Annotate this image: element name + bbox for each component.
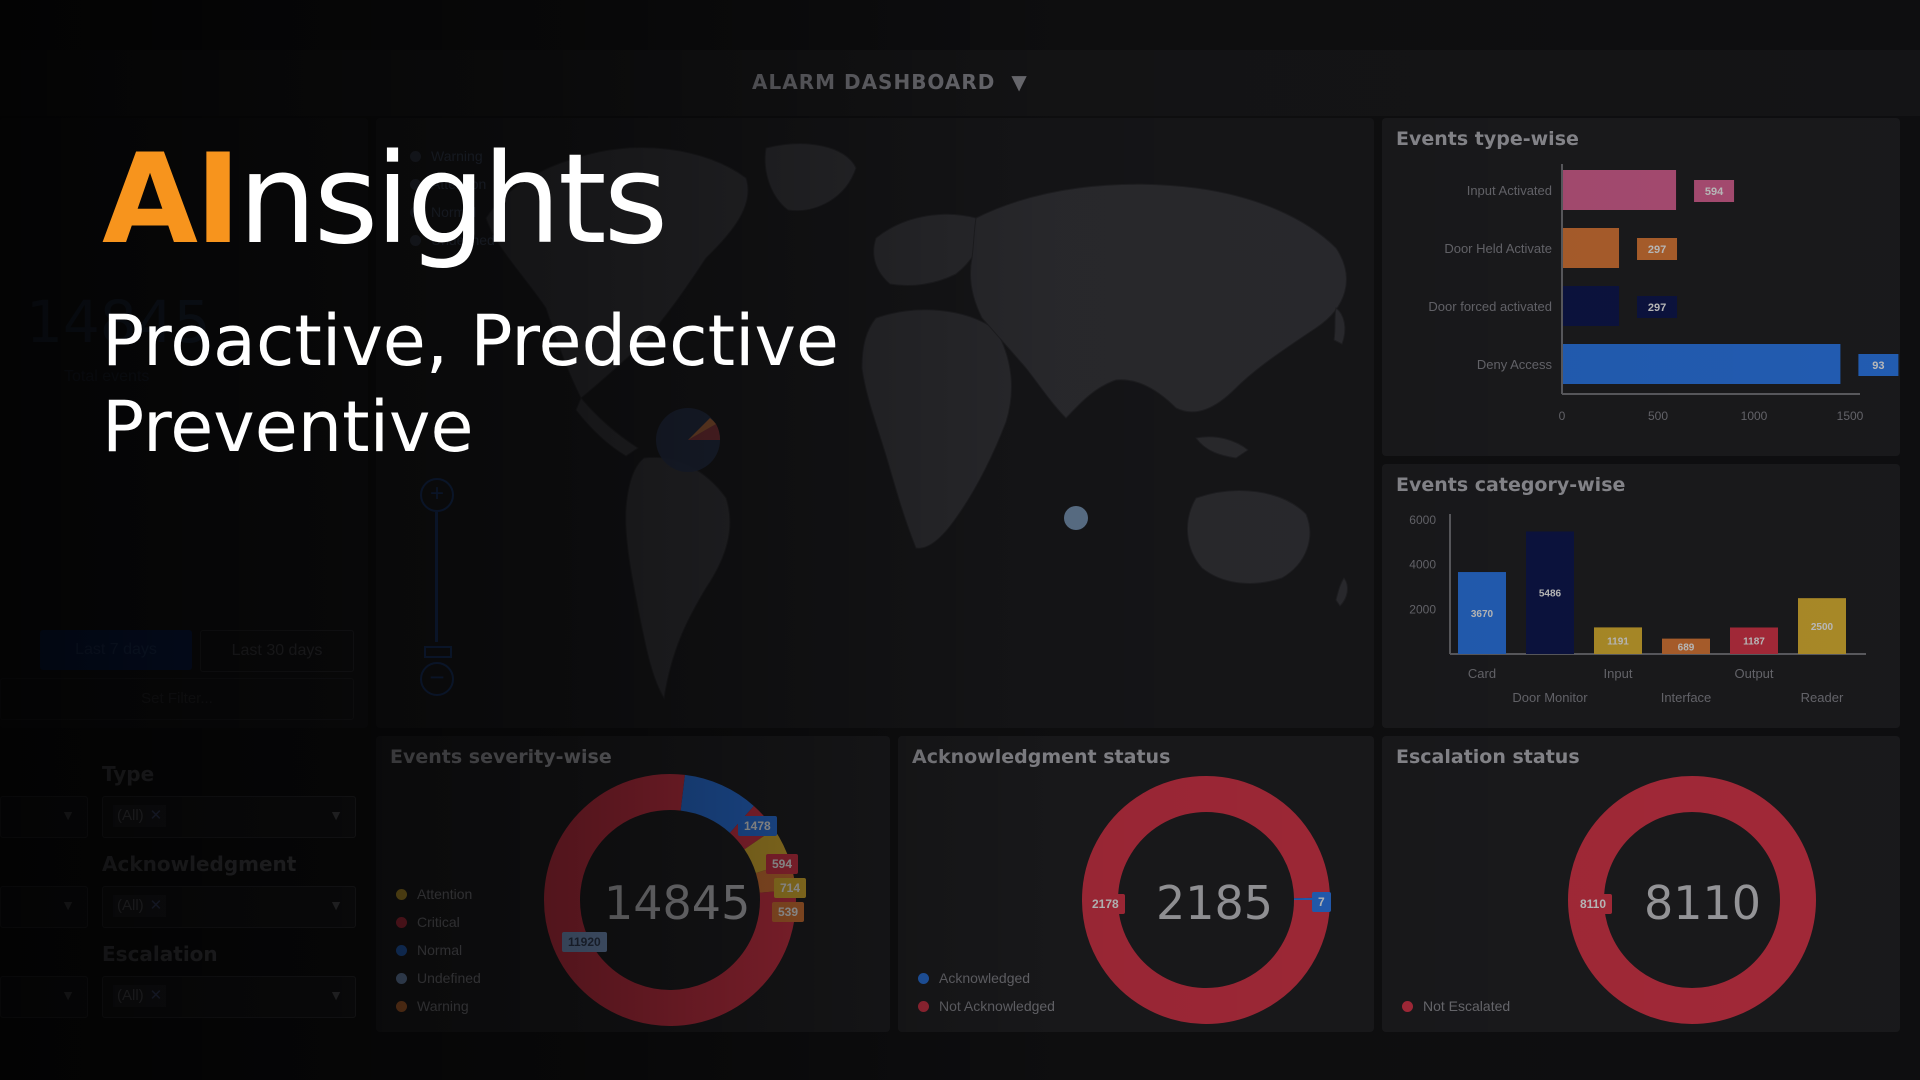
type-filter-label: Type [102, 762, 155, 786]
zoom-slider-track[interactable] [435, 512, 438, 642]
severity-label-11920: 11920 [562, 932, 607, 952]
y-tick-label: 2000 [1409, 602, 1436, 616]
category-tick-label: Card [1468, 666, 1496, 681]
type-filter-value: (All) [117, 807, 144, 824]
category-tick-label: Door forced activated [1428, 299, 1552, 314]
type-bar[interactable] [1562, 170, 1677, 210]
category-tick-label: Door Held Activate [1444, 241, 1552, 256]
y-tick-label: 6000 [1409, 513, 1436, 527]
escalation-filter-dropdown[interactable]: (All) ✕ ▼ [102, 976, 356, 1018]
x-tick-label: 500 [1648, 409, 1668, 423]
type-bar-data-label: 93 [1872, 360, 1884, 372]
minus-circle-icon[interactable]: − [420, 662, 454, 696]
hero-title-accent: AI [102, 128, 241, 272]
hero-title-rest: nsights [238, 128, 668, 272]
severity-center-value: 14845 [604, 876, 751, 930]
category-tick-label: Input [1604, 666, 1633, 681]
category-bar-data-label: 1191 [1607, 637, 1629, 648]
donut-slice[interactable] [680, 774, 754, 834]
severity-label-539: 539 [772, 902, 805, 922]
dashboard-title-group[interactable]: ALARM DASHBOARD ▼ [752, 70, 1028, 94]
type-left-dropdown[interactable]: ▼ [0, 796, 88, 838]
acknowledgment-filter-value: (All) [117, 897, 144, 914]
type-filter-dropdown[interactable]: (All) ✕ ▼ [102, 796, 356, 838]
category-tick-label: Deny Access [1477, 357, 1553, 372]
chevron-down-icon[interactable]: ▼ [329, 807, 343, 823]
events-type-wise-panel: Events type-wise Input Activated 594 Door … [1382, 118, 1900, 456]
acknowledgment-status-panel: Acknowledgment status Acknowledged Not A… [898, 736, 1374, 1032]
acknowledgment-label-2178: 2178 [1086, 894, 1125, 914]
x-tick-label: 1500 [1837, 409, 1864, 423]
escalation-status-panel: Escalation status Not Escalated 8110 811… [1382, 736, 1900, 1032]
category-tick-label: Interface [1661, 690, 1712, 705]
category-tick-label: Input Activated [1467, 183, 1552, 198]
last-30-days-button[interactable]: Last 30 days [200, 630, 354, 672]
escalation-donut-chart [1568, 776, 1816, 1024]
type-bar[interactable] [1562, 344, 1841, 384]
escalation-center-value: 8110 [1644, 876, 1762, 930]
acknowledgment-left-dropdown[interactable]: ▼ [0, 886, 88, 928]
acknowledgment-filter-dropdown[interactable]: (All) ✕ ▼ [102, 886, 356, 928]
category-bar-data-label: 2500 [1811, 622, 1834, 633]
x-tick-label: 1000 [1741, 409, 1768, 423]
type-bar[interactable] [1562, 228, 1620, 268]
events-category-wise-panel: Events category-wise 2000 4000 6000 3670 Car… [1382, 464, 1900, 728]
acknowledgment-donut-chart [1082, 776, 1331, 1024]
category-bar-data-label: 3670 [1471, 609, 1494, 620]
y-tick-label: 4000 [1409, 558, 1436, 572]
remove-chip-icon[interactable]: ✕ [149, 987, 163, 1004]
type-bar-data-label: 297 [1648, 302, 1666, 314]
escalation-left-dropdown[interactable]: ▼ [0, 976, 88, 1018]
category-bar-data-label: 5486 [1539, 589, 1562, 600]
escalation-label-8110: 8110 [1574, 894, 1613, 914]
x-tick-label: 0 [1559, 409, 1566, 423]
zoom-slider-handle[interactable] [424, 646, 452, 658]
escalation-filter-label: Escalation [102, 942, 218, 966]
remove-chip-icon[interactable]: ✕ [149, 807, 163, 824]
acknowledgment-label-7: 7 [1312, 892, 1331, 912]
severity-label-1478: 1478 [738, 816, 777, 836]
last-7-days-button[interactable]: Last 7 days [40, 630, 192, 670]
type-bar-data-label: 297 [1648, 244, 1666, 256]
chevron-down-icon[interactable]: ▼ [329, 987, 343, 1003]
plus-circle-icon[interactable]: + [420, 478, 454, 512]
set-filter-input[interactable]: Set Filter... [0, 678, 354, 720]
hero-subtitle-line2: Preventive [102, 386, 474, 468]
filter-column: Type ▼ (All) ✕ ▼ Acknowledgment ▼ (All) ✕ … [0, 736, 368, 1056]
events-type-wise-chart: Input Activated 594 Door Held Activate 297 D… [1428, 164, 1899, 423]
category-tick-label: Output [1734, 666, 1773, 681]
funnel-icon[interactable]: ▼ [1011, 70, 1028, 94]
severity-label-714: 714 [774, 878, 807, 898]
escalation-filter-value: (All) [117, 987, 144, 1004]
chevron-down-icon[interactable]: ▼ [329, 897, 343, 913]
acknowledgment-center-value: 2185 [1156, 876, 1274, 930]
events-severity-wise-panel: Events severity-wise Attention Critical … [376, 736, 890, 1032]
severity-label-594: 594 [766, 854, 799, 874]
events-category-wise-chart: 2000 4000 6000 3670 Card 5486 Door Monitor 1191… [1409, 513, 1866, 705]
acknowledgment-filter-label: Acknowledgment [102, 852, 297, 876]
category-tick-label: Reader [1801, 690, 1844, 705]
hero-title: AInsights [102, 128, 668, 272]
remove-chip-icon[interactable]: ✕ [149, 897, 163, 914]
hero-subtitle-line1: Proactive, Predective [102, 300, 839, 382]
category-bar-data-label: 1187 [1743, 637, 1765, 648]
category-tick-label: Door Monitor [1512, 690, 1588, 705]
type-bar-data-label: 594 [1705, 186, 1724, 198]
dashboard-title: ALARM DASHBOARD [752, 70, 996, 94]
category-bar-data-label: 689 [1678, 642, 1695, 653]
type-bar[interactable] [1562, 286, 1620, 326]
map-location-marker [1064, 506, 1088, 530]
